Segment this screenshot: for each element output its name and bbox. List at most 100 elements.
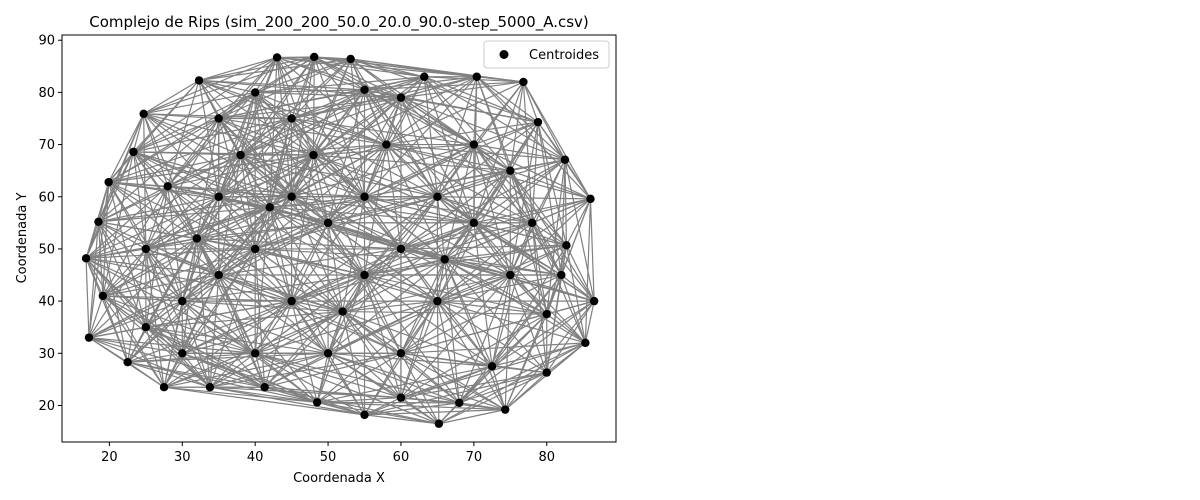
rips-edge xyxy=(316,352,402,403)
rips-edge xyxy=(444,258,548,374)
rips-edge xyxy=(458,313,548,404)
rips-edge xyxy=(276,56,425,78)
rips-edge xyxy=(254,222,329,250)
centroid-point xyxy=(129,147,138,157)
rips-edge xyxy=(436,300,460,403)
x-tick-label: 80 xyxy=(538,450,555,465)
rips-edge xyxy=(476,76,524,83)
rips-edge xyxy=(269,154,314,208)
centroid-point xyxy=(472,72,481,81)
rips-edge xyxy=(291,118,402,250)
rips-edge xyxy=(509,81,525,171)
centroid-point xyxy=(542,368,551,377)
rips-edge xyxy=(218,196,256,250)
rips-edge xyxy=(240,58,352,156)
rips-edge xyxy=(364,89,475,146)
centroid-point xyxy=(589,296,599,306)
rips-edge xyxy=(437,274,511,302)
centroid-point xyxy=(519,77,528,87)
rips-edge xyxy=(459,372,547,404)
rips-edge xyxy=(363,144,387,197)
rips-edge xyxy=(218,89,365,120)
rips-edge xyxy=(240,154,293,302)
rips-edge xyxy=(240,154,402,250)
y-tick-label: 50 xyxy=(38,242,55,257)
rips-edge xyxy=(364,409,506,416)
rips-edge xyxy=(85,257,256,354)
rips-edge xyxy=(291,144,475,198)
rips-edge xyxy=(400,222,533,250)
rips-edge xyxy=(491,274,511,367)
rips-edge xyxy=(522,81,592,200)
rips-edge xyxy=(438,409,506,425)
rips-edge xyxy=(400,248,547,315)
centroid-point xyxy=(469,218,479,228)
centroid-point xyxy=(346,54,355,64)
rips-edge xyxy=(182,352,318,403)
y-tick-label: 20 xyxy=(38,399,55,414)
rips-edge xyxy=(269,206,365,276)
rips-edge xyxy=(196,222,329,240)
rips-edge xyxy=(476,76,566,161)
rips-edge xyxy=(145,238,198,328)
rips-edge xyxy=(167,154,314,187)
rips-edge xyxy=(491,366,506,410)
rips-edge xyxy=(400,274,562,354)
rips-edge xyxy=(163,386,318,403)
rips-edge xyxy=(276,56,387,146)
rips-edge xyxy=(254,352,440,425)
centroid-point xyxy=(557,270,566,280)
rips-edge xyxy=(560,274,586,344)
rips-edge xyxy=(127,300,292,363)
rips-edge xyxy=(386,121,539,146)
centroid-point xyxy=(382,140,391,149)
rips-edge xyxy=(491,300,595,367)
rips-edge xyxy=(444,259,506,410)
rips-edge xyxy=(400,259,446,354)
rips-edge xyxy=(491,313,548,367)
rips-edge xyxy=(167,185,293,302)
rips-edges xyxy=(85,56,595,425)
x-tick-label: 50 xyxy=(320,450,337,465)
rips-edge xyxy=(254,311,343,354)
rips-edge xyxy=(364,89,402,99)
rips-edge xyxy=(531,222,548,373)
rips-edge xyxy=(385,144,438,198)
rips-edge xyxy=(218,97,402,120)
rips-edge xyxy=(437,198,591,302)
rips-edge xyxy=(167,91,256,187)
centroid-point xyxy=(542,309,551,319)
rips-edge xyxy=(476,76,591,200)
rips-edge xyxy=(327,97,402,224)
rips-edge xyxy=(317,401,460,404)
rips-edge xyxy=(264,352,329,388)
rips-edge xyxy=(196,206,270,240)
centroid-point xyxy=(434,419,444,428)
rips-edge xyxy=(291,300,343,313)
legend: Centroides xyxy=(483,40,610,69)
rips-edge xyxy=(438,342,586,425)
rips-edge xyxy=(133,151,241,156)
rips-edge xyxy=(196,238,266,388)
rips-edge xyxy=(254,248,343,313)
rips-edge xyxy=(473,222,567,246)
x-tick-label: 30 xyxy=(174,450,191,465)
rips-edge xyxy=(458,274,511,404)
rips-edge xyxy=(198,56,278,81)
rips-edge xyxy=(85,257,147,328)
rips-edge xyxy=(240,143,387,156)
rips-edge xyxy=(254,92,293,197)
rips-edge xyxy=(327,222,511,276)
rips-edge xyxy=(400,342,586,354)
rips-edge xyxy=(328,352,493,367)
rips-edge xyxy=(342,310,547,315)
rips-edge xyxy=(218,274,318,403)
x-tick-label: 70 xyxy=(466,450,483,465)
rips-edge xyxy=(400,313,548,399)
rips-edge xyxy=(102,274,219,297)
rips-edge xyxy=(546,274,562,315)
rips-edge xyxy=(240,154,365,276)
rips-edge xyxy=(181,352,211,388)
rips-edge xyxy=(386,143,511,172)
rips-edge xyxy=(143,79,200,115)
